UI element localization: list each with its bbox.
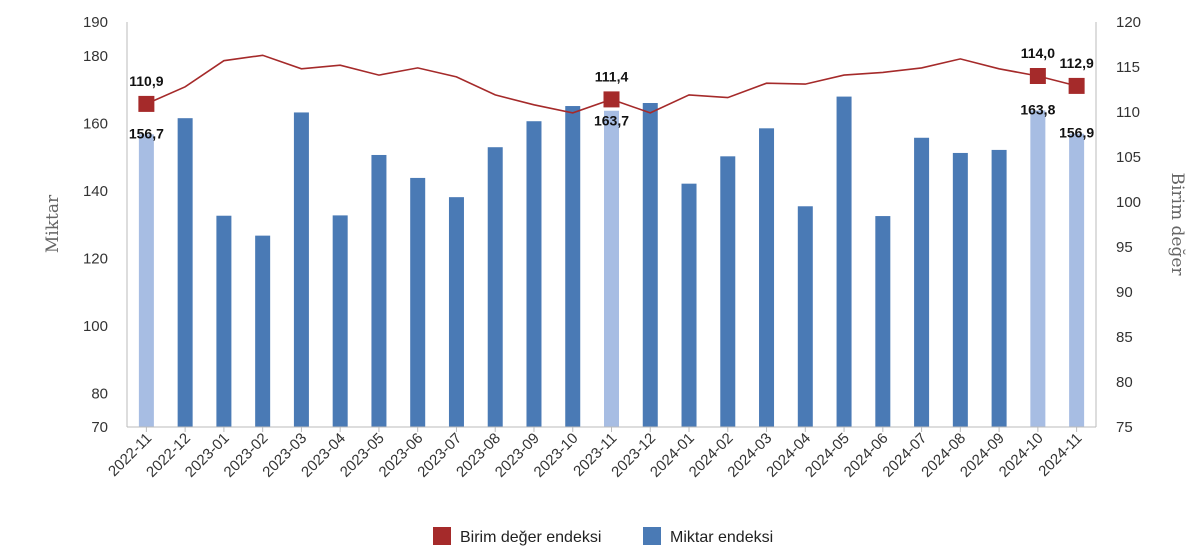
y-left-tick-190: 190 (83, 14, 108, 31)
bar-2023-01 (216, 215, 232, 427)
line-marker-2024-10 (1029, 68, 1046, 84)
y-right-tick-115: 115 (1116, 59, 1140, 76)
y-right-tick-100: 100 (1116, 194, 1141, 211)
bar-2022-12 (177, 118, 193, 427)
bar-2023-12 (642, 103, 658, 427)
y-right-tick-85: 85 (1116, 329, 1133, 346)
y-right-tick-75: 75 (1116, 419, 1133, 436)
bar-label-2024-10: 163,8 (1020, 101, 1055, 117)
y-left-tick-140: 140 (83, 183, 108, 200)
y-axis-left-title: Miktar (43, 194, 63, 253)
bar-2024-04 (797, 206, 813, 427)
bar-2023-10 (565, 106, 581, 427)
line-label-2023-11: 111,4 (595, 68, 629, 84)
y-left-tick-180: 180 (83, 48, 108, 65)
line-label-2022-11: 110,9 (129, 73, 163, 89)
bar-2024-02 (720, 156, 736, 427)
line-series (138, 54, 1085, 114)
y-right-tick-95: 95 (1116, 239, 1133, 256)
bar-2024-08 (952, 152, 968, 427)
bar-2024-09 (991, 149, 1007, 427)
bar-label-2024-11: 156,9 (1059, 125, 1094, 141)
y-left-tick-100: 100 (83, 318, 108, 335)
bar-2022-11 (138, 134, 154, 427)
legend-swatch-miktar (643, 527, 661, 545)
line-label-2024-10: 114,0 (1021, 45, 1055, 61)
bar-2023-03 (293, 112, 309, 427)
x-tick-2024-11: 2024-11 (1035, 430, 1085, 480)
bar-2023-07 (448, 197, 464, 427)
y-right-tick-90: 90 (1116, 284, 1133, 301)
line-label-2024-11: 112,9 (1059, 55, 1093, 71)
legend-label-birim-deger: Birim değer endeksi (460, 529, 601, 546)
bar-2024-03 (759, 128, 775, 427)
y-left-tick-70: 70 (91, 419, 108, 436)
bar-2024-06 (875, 216, 891, 427)
bar-series (138, 96, 1085, 428)
bar-2023-11 (604, 110, 619, 427)
bar-2023-06 (410, 177, 426, 427)
y-right-tick-110: 110 (1116, 104, 1140, 121)
line-marker-2023-11 (603, 91, 620, 108)
bar-2023-09 (526, 121, 542, 427)
bar-2024-11 (1069, 133, 1085, 427)
y-axis-right-title: Birim değer (1167, 172, 1187, 276)
bar-label-2022-11: 156,7 (129, 125, 164, 141)
bar-2024-05 (836, 96, 852, 428)
bar-label-2023-11: 163,7 (594, 112, 629, 128)
y-left-tick-80: 80 (91, 385, 108, 402)
bar-2023-08 (487, 147, 503, 427)
legend-swatch-birim-deger (433, 527, 451, 545)
bar-2024-07 (914, 137, 930, 427)
y-right-tick-80: 80 (1116, 374, 1133, 391)
y-left-tick-120: 120 (83, 250, 108, 267)
bar-2024-10 (1030, 110, 1046, 428)
bar-2023-04 (332, 215, 348, 427)
bar-2023-02 (255, 235, 271, 427)
y-right-tick-105: 105 (1116, 149, 1141, 166)
bar-2024-01 (681, 183, 697, 427)
legend: Birim değer endeksi Miktar endeksi (433, 527, 773, 546)
line-marker-2024-11 (1068, 77, 1085, 94)
y-right-tick-120: 120 (1116, 14, 1141, 31)
y-left-tick-160: 160 (83, 115, 108, 132)
bar-2023-05 (371, 154, 387, 427)
legend-label-miktar: Miktar endeksi (670, 529, 773, 546)
line-marker-2022-11 (138, 95, 155, 112)
